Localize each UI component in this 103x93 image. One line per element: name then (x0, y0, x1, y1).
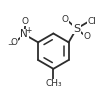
Text: Cl: Cl (87, 17, 96, 26)
Text: N: N (20, 29, 28, 39)
Text: O: O (83, 32, 90, 41)
Text: +: + (25, 26, 31, 35)
Text: O: O (10, 38, 17, 47)
Text: −: − (7, 42, 13, 48)
Text: S: S (73, 24, 80, 34)
Text: O: O (62, 15, 69, 24)
Text: CH₃: CH₃ (45, 79, 62, 88)
Text: O: O (22, 17, 29, 26)
